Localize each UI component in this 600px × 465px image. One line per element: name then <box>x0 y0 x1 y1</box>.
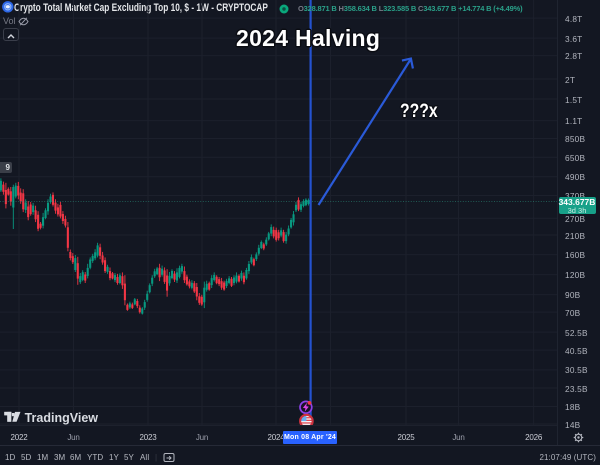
svg-text:TradingView: TradingView <box>25 411 99 425</box>
